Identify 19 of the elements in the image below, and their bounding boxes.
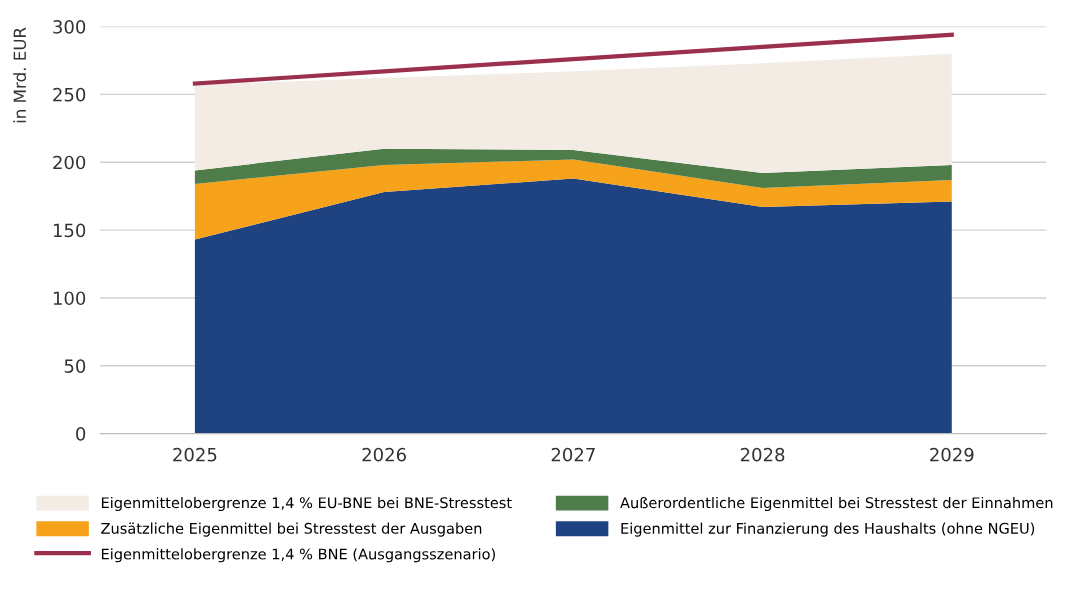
x-tick-label: 2028 — [740, 447, 785, 462]
y-tick-label: 50 — [64, 359, 86, 373]
legend-label: Eigenmittelobergrenze 1,4 % EU-BNE bei BNE-Stresstest — [101, 496, 512, 512]
x-tick-label: 2025 — [173, 447, 217, 462]
x-tick-label: 2027 — [551, 447, 595, 462]
y-tick-label: 0 — [76, 427, 86, 441]
legend-label: Eigenmittelobergrenze 1,4 % BNE (Ausgangsszenario) — [101, 548, 495, 563]
x-tick-label: 2026 — [362, 447, 406, 462]
legend-label: Eigenmittel zur Finanzierung des Haushalts (ohne NGEU) — [621, 522, 1035, 537]
x-tick-label: 2029 — [930, 447, 974, 462]
y-tick-label: 250 — [53, 87, 86, 102]
y-tick-label: 150 — [53, 223, 86, 238]
y-tick-label: 200 — [53, 155, 86, 170]
y-tick-label: 100 — [53, 291, 86, 306]
legend-label: Außerordentliche Eigenmittel bei Stresstest der Einnahmen — [620, 496, 1053, 512]
y-tick-label: 300 — [53, 20, 86, 34]
y-axis-title: in Mrd. EUR — [13, 27, 27, 123]
line-series — [192, 32, 954, 86]
legend-label: Zusätzliche Eigenmittel bei Stresstest der Ausgaben — [101, 522, 482, 537]
